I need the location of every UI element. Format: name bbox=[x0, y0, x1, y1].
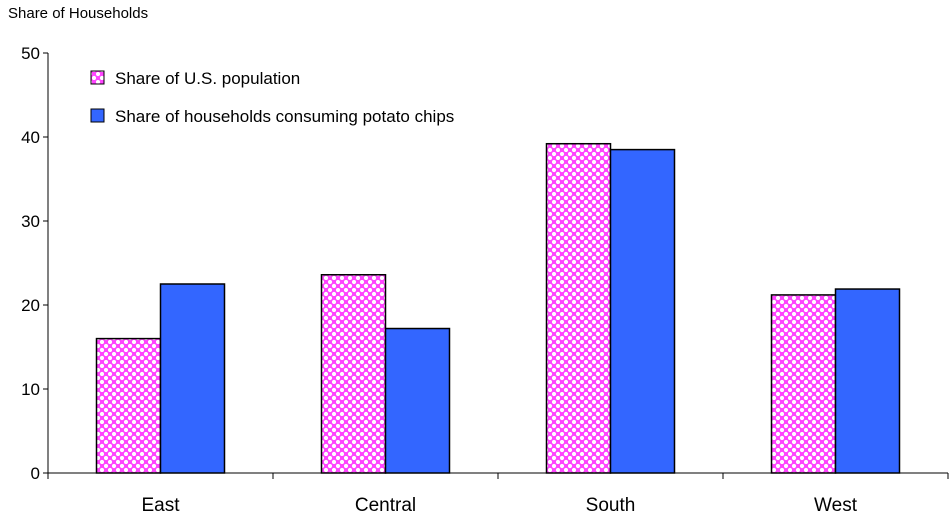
bars bbox=[95, 142, 901, 474]
legend-swatch-2 bbox=[90, 108, 105, 123]
legend-label-1: Share of U.S. population bbox=[115, 69, 300, 88]
bar-west-series-1 bbox=[770, 294, 837, 474]
legend: Share of U.S. population Share of househo… bbox=[90, 69, 454, 126]
bar-east-series-2 bbox=[159, 283, 226, 474]
y-tick-label: 0 bbox=[31, 464, 40, 483]
bar-east-series-1 bbox=[95, 337, 162, 474]
y-tick-label: 10 bbox=[21, 380, 40, 399]
legend-label-2: Share of households consuming potato chi… bbox=[115, 107, 454, 126]
bar-west-series-2 bbox=[834, 288, 901, 474]
y-tick-label: 40 bbox=[21, 128, 40, 147]
y-tick-label: 30 bbox=[21, 212, 40, 231]
y-tick-label: 20 bbox=[21, 296, 40, 315]
x-tick-label: East bbox=[141, 495, 180, 516]
x-tick-label: Central bbox=[355, 495, 416, 516]
bar-south-series-1 bbox=[545, 142, 612, 474]
x-tick-label: South bbox=[586, 495, 636, 516]
x-tick-label: West bbox=[814, 495, 858, 516]
y-axis-title: Share of Households bbox=[8, 5, 149, 22]
bar-central-series-2 bbox=[384, 327, 451, 474]
legend-swatch-1 bbox=[90, 70, 105, 85]
y-tick-label: 50 bbox=[21, 44, 40, 63]
bar-central-series-1 bbox=[320, 274, 387, 474]
bar-south-series-2 bbox=[609, 148, 676, 474]
